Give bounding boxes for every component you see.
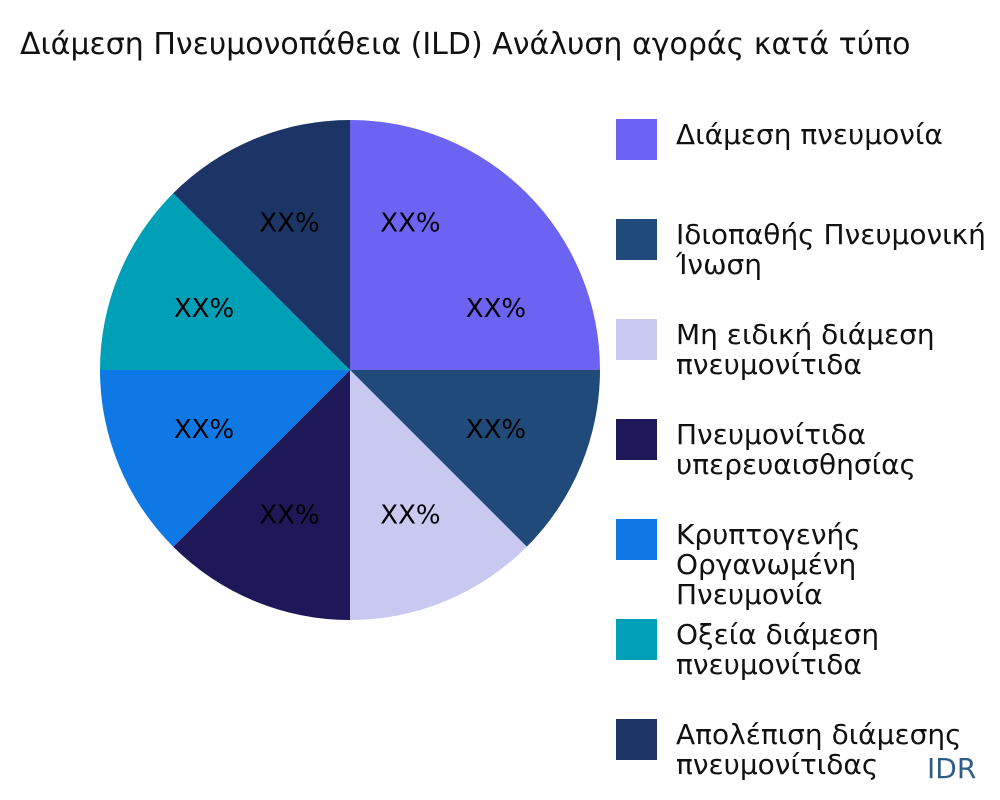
- pie-slice: [173, 120, 350, 370]
- legend-label: Οξεία διάμεση πνευμονίτιδα: [676, 618, 880, 681]
- legend-label: Μη ειδική διάμεση πνευμονίτιδα: [676, 318, 935, 381]
- pie-slice: [100, 370, 350, 547]
- slice-data-label: XX%: [466, 415, 526, 445]
- legend-swatch: [616, 319, 657, 360]
- legend-label: Απολέπιση διάμεσης πνευμονίτιδας: [676, 718, 962, 781]
- slice-data-label: XX%: [466, 294, 526, 324]
- slice-data-label: XX%: [259, 209, 319, 239]
- pie-slice: [350, 370, 527, 620]
- legend-swatch: [616, 519, 657, 560]
- legend-swatch: [616, 219, 657, 260]
- pie-slice: [173, 370, 350, 620]
- legend-label: Πνευμονίτιδα υπερευαισθησίας: [676, 418, 916, 481]
- pie-slice: [350, 370, 600, 547]
- legend-swatch: [616, 419, 657, 460]
- pie-slice: [350, 120, 600, 370]
- slice-data-label: XX%: [174, 294, 234, 324]
- slice-data-label: XX%: [259, 500, 319, 530]
- chart-title: Διάμεση Πνευμονοπάθεια (ILD) Ανάλυση αγο…: [20, 27, 911, 62]
- legend-label: Κρυπτογενής Οργανωμένη Πνευμονία: [676, 518, 861, 611]
- legend-swatch: [616, 719, 657, 760]
- legend-label: Διάμεση πνευμονία: [676, 118, 943, 151]
- watermark-logo: IDR: [927, 752, 977, 785]
- slice-data-label: XX%: [174, 415, 234, 445]
- legend-label: Ιδιοπαθής Πνευμονική Ίνωση: [676, 218, 986, 281]
- pie-slice: [100, 193, 350, 370]
- legend-swatch: [616, 119, 657, 160]
- slice-data-label: XX%: [380, 209, 440, 239]
- legend-swatch: [616, 619, 657, 660]
- slice-data-label: XX%: [380, 500, 440, 530]
